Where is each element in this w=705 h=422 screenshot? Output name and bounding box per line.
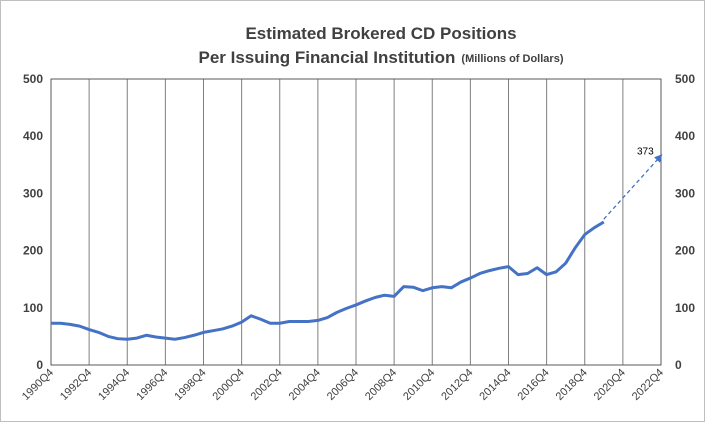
- x-tick-label: 2000Q4: [211, 367, 247, 403]
- x-tick-label: 2014Q4: [477, 367, 513, 403]
- y2-tick-label: 200: [675, 244, 695, 258]
- x-axis-tick-labels: 1990Q4 1992Q4 1994Q4 1996Q4 1998Q4 2000Q4 2002…: [20, 367, 666, 403]
- chart-subtitle-main: Per Issuing Financial Institution: [199, 48, 456, 67]
- y2-tick-label: 500: [675, 72, 695, 86]
- chart-subtitle: Per Issuing Financial Institution (Millio…: [199, 48, 564, 67]
- x-tick-label: 2002Q4: [249, 367, 285, 403]
- projection-line: [603, 154, 663, 220]
- y-tick-label: 100: [23, 301, 43, 315]
- y-tick-label: 200: [23, 244, 43, 258]
- y2-tick-label: 300: [675, 186, 695, 200]
- annotations: 373: [637, 147, 654, 158]
- axes: [50, 78, 662, 366]
- x-tick-label: 2018Q4: [554, 367, 590, 403]
- y2-tick-label: 400: [675, 129, 695, 143]
- x-tick-label: 2008Q4: [363, 367, 399, 403]
- y-axis-tick-labels: 0 100 200 300 400 500: [23, 72, 43, 372]
- x-tick-label: 1998Q4: [172, 367, 208, 403]
- y2-tick-label: 100: [675, 301, 695, 315]
- x-tick-label: 1990Q4: [20, 367, 56, 403]
- x-tick-label: 1996Q4: [134, 367, 170, 403]
- x-tick-label: 2004Q4: [287, 367, 323, 403]
- x-tick-label: 2020Q4: [592, 367, 628, 403]
- x-tick-label: 1992Q4: [58, 367, 94, 403]
- x-tick-label: 2010Q4: [401, 367, 437, 403]
- x-tick-label: 2006Q4: [325, 367, 361, 403]
- chart-title: Estimated Brokered CD Positions: [245, 24, 516, 43]
- y2-tick-label: 0: [675, 358, 682, 372]
- grid-lines: [50, 79, 662, 365]
- chart-subtitle-unit: (Millions of Dollars): [461, 53, 563, 65]
- x-tick-label: 2016Q4: [516, 367, 552, 403]
- data-label: 373: [637, 147, 654, 158]
- plot-border: [50, 78, 662, 366]
- y-tick-label: 500: [23, 72, 43, 86]
- y-tick-label: 400: [23, 129, 43, 143]
- x-tick-label: 2012Q4: [439, 367, 475, 403]
- y-tick-label: 0: [36, 358, 43, 372]
- y-tick-label: 300: [23, 186, 43, 200]
- series: [51, 154, 663, 341]
- x-tick-label: 2022Q4: [630, 367, 666, 403]
- series-line: [51, 220, 605, 341]
- y2-axis-tick-labels: 0 100 200 300 400 500: [675, 72, 695, 372]
- x-tick-label: 1994Q4: [96, 367, 132, 403]
